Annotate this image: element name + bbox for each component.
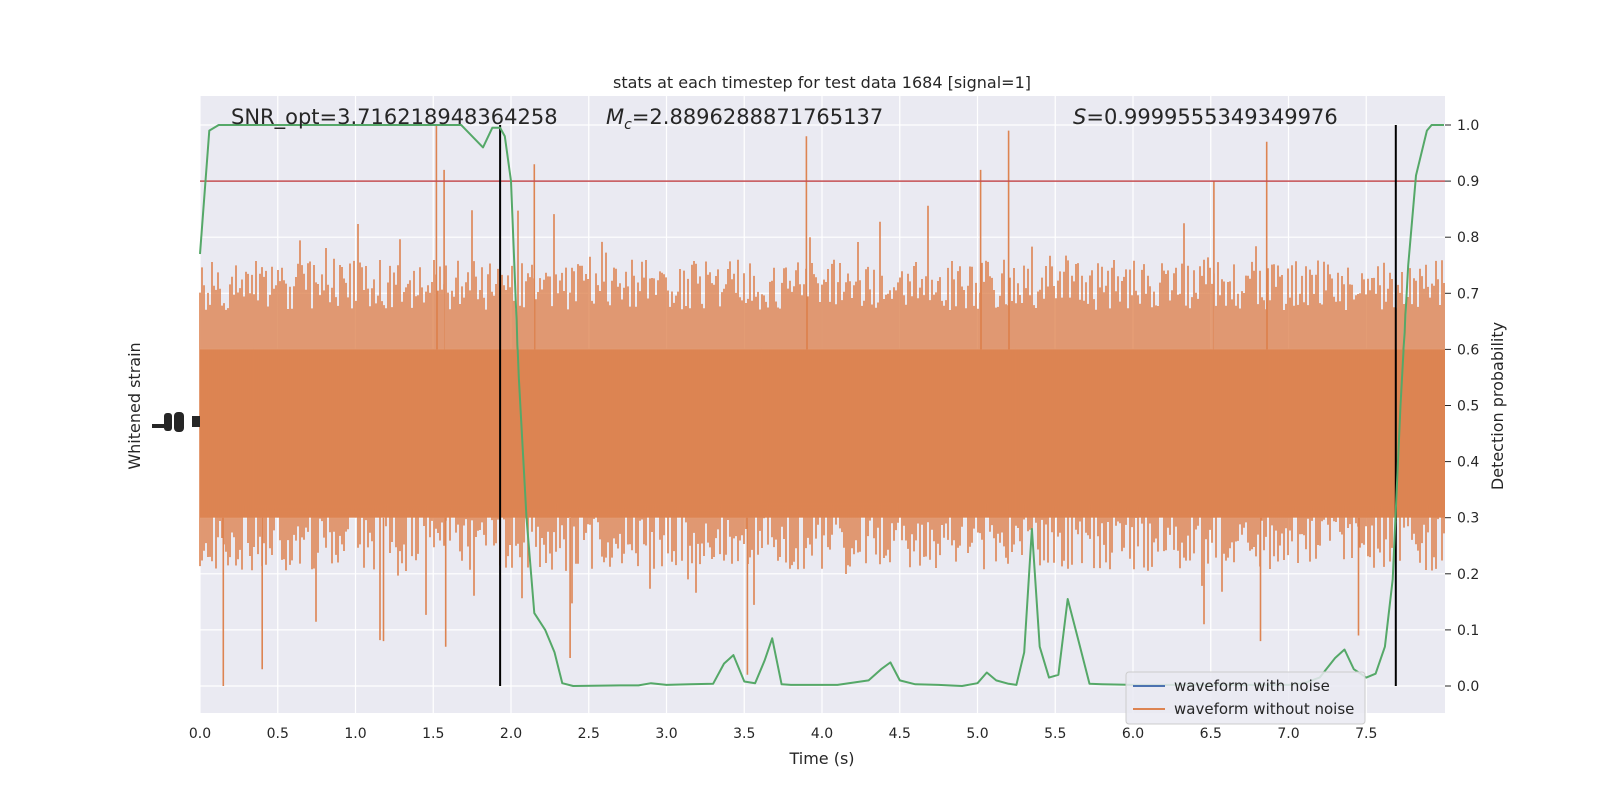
x-tick-11: 5.5	[1044, 726, 1066, 742]
chirp-mass-annotation: Mc=2.8896288871765137	[606, 105, 883, 133]
vertical-markers	[499, 125, 1397, 686]
y-tick-0: 0.0	[1457, 679, 1479, 695]
x-tick-4: 2.0	[500, 726, 522, 742]
legend-label-with-noise: waveform with noise	[1174, 677, 1330, 695]
x-tick-15: 7.5	[1355, 726, 1377, 742]
legend-box	[1125, 671, 1366, 725]
y-tick-1: 0.1	[1457, 623, 1479, 639]
detection-probability-series	[199, 124, 1444, 687]
legend: waveform with noise waveform without noi…	[1125, 671, 1366, 725]
waveform-without-noise-line	[199, 125, 1445, 686]
x-tick-5: 2.5	[578, 726, 600, 742]
snr-annotation: SNR_opt=3.716218948364258	[231, 105, 558, 130]
y-right-axis-ticks: 0.0 0.1 0.2 0.3 0.4 0.5 0.6 0.7 0.8 0.9 1.0	[1445, 118, 1479, 695]
x-tick-8: 4.0	[811, 726, 833, 742]
s-annotation: S=0.9999555349349976	[1073, 105, 1338, 129]
x-tick-1: 0.5	[267, 726, 289, 742]
y-left-axis-label: Whitened strain	[125, 342, 144, 469]
y-tick-10: 1.0	[1457, 118, 1479, 134]
x-tick-0: 0.0	[189, 726, 211, 742]
x-tick-12: 6.0	[1122, 726, 1144, 742]
y-tick-2: 0.2	[1457, 567, 1479, 583]
y-tick-9: 0.9	[1457, 174, 1479, 190]
chirp-mass-value: =2.8896288871765137	[632, 105, 883, 129]
legend-label-without-noise: waveform without noise	[1174, 700, 1354, 718]
x-axis-label: Time (s)	[788, 749, 854, 768]
x-tick-6: 3.0	[655, 726, 677, 742]
x-axis-ticks: 0.0 0.5 1.0 1.5 2.0 2.5 3.0 3.5 4.0 4.5 5.0 5.5 6.0 6…	[189, 726, 1378, 742]
detection-probability-line	[199, 124, 1444, 687]
chirp-mass-symbol: M	[606, 105, 624, 129]
chart-title: stats at each timestep for test data 168…	[613, 73, 1031, 92]
y-tick-6: 0.6	[1457, 342, 1479, 358]
x-tick-10: 5.0	[966, 726, 988, 742]
y-tick-5: 0.5	[1457, 399, 1479, 415]
x-tick-3: 1.5	[422, 726, 444, 742]
x-tick-14: 7.0	[1277, 726, 1299, 742]
x-tick-2: 1.0	[344, 726, 366, 742]
y-tick-7: 0.7	[1457, 286, 1479, 302]
y-tick-8: 0.8	[1457, 230, 1479, 246]
y-right-axis-label: Detection probability	[1488, 322, 1507, 490]
x-tick-7: 3.5	[733, 726, 755, 742]
chirp-mass-subscript: c	[624, 117, 632, 133]
s-symbol: S	[1073, 105, 1086, 129]
waveform-without-noise-series	[199, 125, 1445, 686]
x-tick-9: 4.5	[889, 726, 911, 742]
y-tick-4: 0.4	[1457, 455, 1479, 471]
s-value: =0.9999555349349976	[1086, 105, 1337, 129]
x-tick-13: 6.5	[1200, 726, 1222, 742]
y-tick-3: 0.3	[1457, 511, 1479, 527]
left-axis-overlap-glyph	[152, 412, 200, 432]
